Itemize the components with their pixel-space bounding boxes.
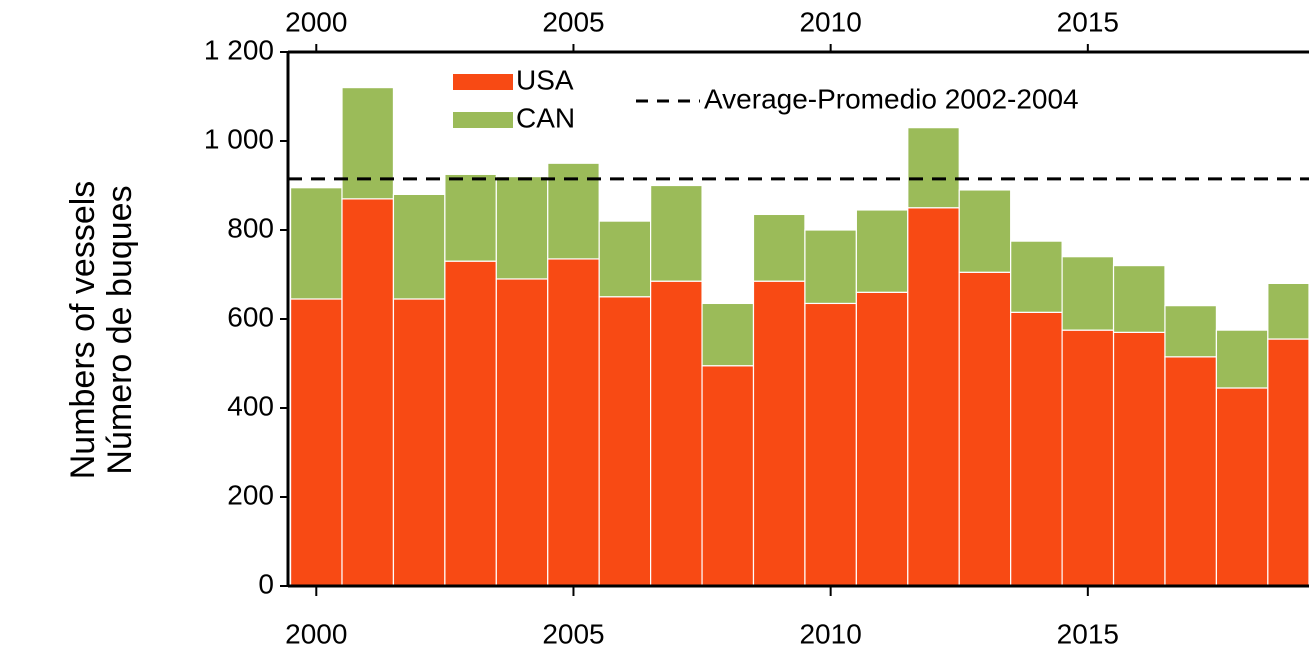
bar-segment: [598, 220, 652, 298]
bar-segment: [958, 189, 1012, 273]
bar-segment: [1112, 265, 1166, 333]
bar-segment: [1164, 356, 1218, 587]
y-tick-label: 0: [258, 568, 274, 599]
bar-segment: [1010, 240, 1063, 313]
legend-swatch: [453, 74, 513, 90]
bar-segment: [958, 271, 1012, 587]
bar-segment: [341, 86, 395, 200]
x-tick-label: 2005: [542, 618, 604, 649]
bar-segment: [804, 302, 857, 587]
bar-segment: [444, 260, 497, 587]
y-tick-label: 600: [227, 301, 274, 332]
legend-label: USA: [516, 64, 574, 95]
bar-segment: [1061, 329, 1115, 587]
bar-segment: [855, 209, 909, 293]
bar-segment: [650, 184, 703, 282]
bar-segment: [1215, 329, 1269, 389]
bar-segment: [752, 213, 806, 282]
bar-segment: [444, 173, 497, 262]
y-axis-title: Número de buques: [101, 185, 139, 474]
bar-segment: [855, 291, 909, 587]
bar-segment: [804, 229, 857, 305]
bar-segment: [1267, 282, 1309, 340]
bar-segment: [907, 207, 960, 587]
bar-segment: [1215, 387, 1269, 587]
bar-segment: [650, 280, 703, 587]
bar-segment: [701, 365, 755, 587]
bar-segment: [1267, 338, 1309, 587]
bar-segment: [289, 298, 343, 587]
x2-tick-label: 2000: [285, 6, 347, 37]
x2-tick-label: 2010: [799, 6, 861, 37]
bar-segment: [1061, 256, 1115, 331]
legend-label: CAN: [516, 102, 575, 133]
bar-segment: [392, 193, 446, 300]
y-tick-label: 1 200: [204, 34, 274, 65]
y-tick-label: 400: [227, 390, 274, 421]
bar-segment: [547, 258, 600, 587]
bar-segment: [598, 296, 652, 587]
legend-swatch: [453, 112, 513, 128]
legend-label: Average-Promedio 2002-2004: [704, 83, 1079, 114]
x2-tick-label: 2015: [1057, 6, 1119, 37]
bar-segment: [495, 278, 549, 587]
bar-segment: [1112, 331, 1166, 587]
y-tick-label: 800: [227, 212, 274, 243]
bar-segment: [495, 176, 549, 280]
bar-segment: [1164, 305, 1218, 358]
bar-segment: [1010, 311, 1063, 587]
bar-segment: [752, 280, 806, 587]
y-tick-label: 200: [227, 479, 274, 510]
bar-segment: [289, 187, 343, 300]
x-tick-label: 2000: [285, 618, 347, 649]
x-tick-label: 2015: [1057, 618, 1119, 649]
bar-segment: [392, 298, 446, 587]
bar-segment: [341, 198, 395, 587]
x-tick-label: 2010: [799, 618, 861, 649]
x2-tick-label: 2005: [542, 6, 604, 37]
bar-segment: [907, 127, 960, 209]
y-tick-label: 1 000: [204, 123, 274, 154]
bar-segment: [701, 302, 755, 367]
y-axis-title: Numbers of vessels: [64, 181, 102, 480]
